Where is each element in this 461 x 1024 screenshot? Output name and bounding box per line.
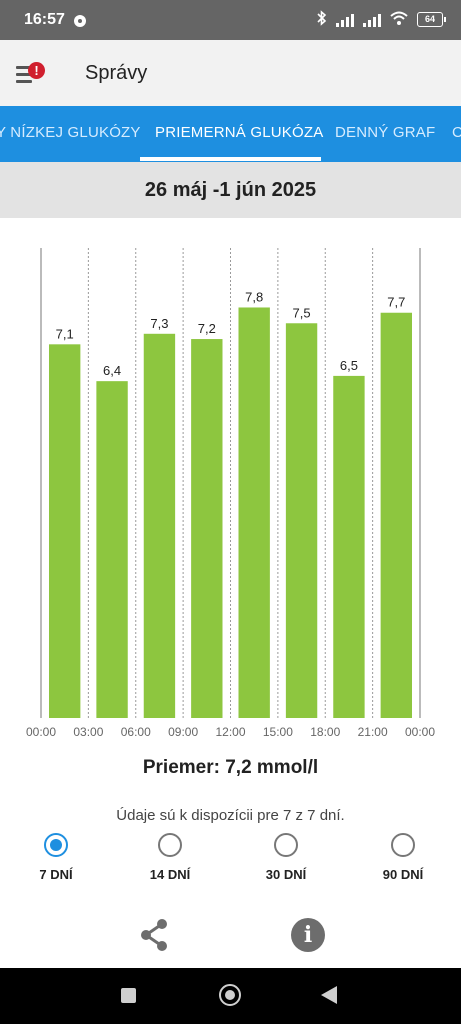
average-value: Priemer: 7,2 mmol/l bbox=[142, 757, 319, 778]
chart-value-label: 6,5 bbox=[340, 358, 358, 373]
chart-bar bbox=[143, 333, 176, 718]
chart-bar bbox=[333, 375, 365, 718]
report-tabs: Y NÍZKEJ GLUKÓZY PRIEMERNÁ GLUKÓZA DENNÝ… bbox=[0, 106, 461, 162]
chart-x-tick: 15:00 bbox=[263, 725, 293, 739]
back-icon[interactable] bbox=[321, 986, 337, 1004]
chart-value-label: 7,2 bbox=[198, 321, 216, 336]
tab-average-glucose[interactable]: PRIEMERNÁ GLUKÓZA bbox=[155, 124, 324, 141]
chart-value-label: 7,3 bbox=[150, 316, 168, 331]
chart-x-tick: 18:00 bbox=[310, 725, 340, 739]
average-glucose-chart: 7,1 6,4 7,3 7,2 7,8 7,5 6,5 7,7 00:00 03:00 06:00 0… bbox=[26, 248, 435, 739]
recents-icon[interactable] bbox=[121, 988, 136, 1003]
chart-x-tick: 03:00 bbox=[73, 725, 103, 739]
chart-value-label: 6,4 bbox=[103, 363, 121, 378]
chart-bar bbox=[285, 323, 318, 718]
wifi-icon bbox=[390, 11, 408, 28]
bluetooth-icon bbox=[317, 10, 327, 29]
status-time: 16:57 bbox=[24, 11, 65, 28]
share-icon[interactable] bbox=[137, 917, 171, 953]
data-availability: Údaje sú k dispozícii pre 7 z 7 dní. bbox=[116, 807, 345, 824]
tab-daily-graph[interactable]: DENNÝ GRAF bbox=[335, 124, 436, 141]
label-14-days[interactable]: 14 DNÍ bbox=[149, 867, 191, 882]
label-7-days[interactable]: 7 DNÍ bbox=[39, 867, 73, 882]
label-90-days[interactable]: 90 DNÍ bbox=[382, 867, 424, 882]
chart-bar bbox=[49, 344, 81, 718]
radio-14-days[interactable] bbox=[158, 833, 182, 857]
radio-30-days[interactable] bbox=[274, 833, 298, 857]
chart-x-tick: 09:00 bbox=[168, 725, 198, 739]
page-title: Správy bbox=[85, 62, 148, 84]
chart-bar bbox=[191, 339, 223, 718]
tab-low-glucose[interactable]: Y NÍZKEJ GLUKÓZY bbox=[0, 124, 141, 141]
chart-x-tick: 12:00 bbox=[215, 725, 245, 739]
home-icon[interactable] bbox=[219, 984, 241, 1006]
chart-bar bbox=[96, 381, 128, 718]
battery-icon: 64 bbox=[417, 12, 446, 27]
label-30-days[interactable]: 30 DNÍ bbox=[265, 867, 307, 882]
chart-x-tick: 21:00 bbox=[358, 725, 388, 739]
chart-value-label: 7,1 bbox=[56, 326, 74, 341]
chart-value-label: 7,7 bbox=[387, 295, 405, 310]
signal-icon-2 bbox=[363, 13, 381, 27]
info-icon[interactable]: i bbox=[291, 918, 325, 952]
alert-badge: ! bbox=[28, 62, 45, 79]
status-icons: 64 bbox=[317, 10, 446, 29]
chart-x-tick: 00:00 bbox=[405, 725, 435, 739]
chart-x-tick: 00:00 bbox=[26, 725, 56, 739]
radio-7-days[interactable] bbox=[44, 833, 68, 857]
status-bar: 16:57 64 bbox=[0, 0, 461, 40]
chart-value-label: 7,5 bbox=[293, 305, 311, 320]
tab-indicator bbox=[140, 157, 321, 161]
chart-value-label: 7,8 bbox=[245, 289, 263, 304]
menu-button[interactable] bbox=[16, 64, 42, 86]
tab-next[interactable]: C bbox=[452, 124, 461, 141]
chart-x-tick: 06:00 bbox=[121, 725, 151, 739]
chart-bar bbox=[380, 312, 412, 718]
app-bar: ! Správy bbox=[0, 40, 461, 106]
date-range: 26 máj -1 jún 2025 bbox=[144, 179, 317, 201]
radio-90-days[interactable] bbox=[391, 833, 415, 857]
chart-bar bbox=[238, 307, 270, 718]
signal-icon bbox=[336, 13, 354, 27]
date-range-bar: 26 máj -1 jún 2025 bbox=[0, 162, 461, 218]
notification-icon bbox=[74, 15, 86, 27]
